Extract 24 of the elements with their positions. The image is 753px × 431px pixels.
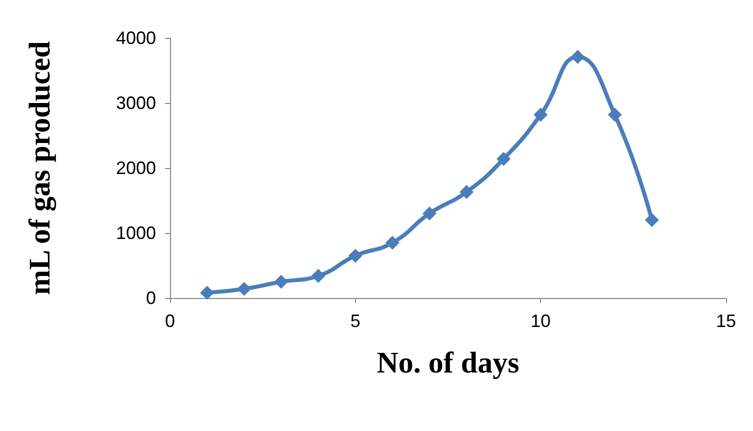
point xyxy=(348,248,362,263)
point xyxy=(237,282,252,296)
y-tick-label: 0 xyxy=(146,288,156,308)
point xyxy=(608,108,622,122)
x-axis-title: No. of days xyxy=(376,346,520,380)
x-tick-label: 0 xyxy=(164,311,176,331)
y-tick-label: 1000 xyxy=(116,223,156,243)
point xyxy=(570,50,585,64)
x-tick-label: 5 xyxy=(350,311,360,331)
point xyxy=(422,206,436,220)
y-tick-label: 3000 xyxy=(116,93,156,113)
point xyxy=(496,152,511,166)
x-tick-label: 15 xyxy=(716,311,736,331)
point xyxy=(200,286,214,300)
point xyxy=(385,236,400,250)
point xyxy=(311,268,326,283)
y-tick-label: 2000 xyxy=(116,158,156,178)
point xyxy=(274,274,288,289)
point xyxy=(534,108,548,122)
y-axis-title: mL of gas produced xyxy=(24,40,56,295)
x-tick-label: 10 xyxy=(530,311,551,331)
point xyxy=(460,185,474,200)
point xyxy=(644,213,659,227)
y-tick-label: 4000 xyxy=(116,28,156,48)
